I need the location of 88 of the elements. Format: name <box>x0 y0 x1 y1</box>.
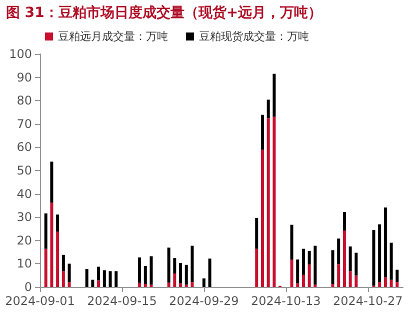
bar <box>260 114 264 150</box>
bar <box>290 260 294 287</box>
bar <box>202 278 206 287</box>
bar <box>337 238 340 264</box>
bar <box>308 264 311 287</box>
bar <box>114 271 118 287</box>
bar <box>167 248 170 283</box>
bar <box>378 282 382 287</box>
bar <box>190 282 194 287</box>
y-tick-label: 0 <box>24 280 32 294</box>
y-tick-label: 90 <box>16 70 32 84</box>
bar <box>260 150 264 287</box>
bar <box>144 266 147 284</box>
bar <box>354 275 358 287</box>
bar <box>384 277 387 287</box>
bar <box>348 246 352 272</box>
bar <box>85 269 88 287</box>
bar <box>44 213 48 249</box>
bar <box>314 246 317 285</box>
bar <box>396 270 399 282</box>
bar <box>150 256 153 285</box>
bar <box>208 258 212 287</box>
bar <box>384 208 387 278</box>
bar <box>68 282 71 287</box>
bar <box>390 242 393 280</box>
bar <box>331 250 334 284</box>
y-tick-label: 40 <box>16 186 32 201</box>
x-tick-label: 2024-10-27 <box>332 294 403 308</box>
bar <box>342 230 346 287</box>
bar <box>97 266 100 280</box>
bar <box>255 218 258 249</box>
bar <box>302 274 305 287</box>
y-tick-label: 20 <box>16 233 32 248</box>
x-tick-label: 2024-09-29 <box>169 294 239 308</box>
bar <box>378 224 382 282</box>
bar <box>62 271 65 287</box>
bar <box>272 116 276 287</box>
bar <box>342 212 346 231</box>
bar <box>44 248 48 287</box>
bar <box>337 264 340 287</box>
bar <box>266 100 270 118</box>
bar <box>296 283 300 287</box>
bar <box>68 264 71 282</box>
bar <box>348 271 352 287</box>
bar <box>50 202 54 287</box>
y-tick-label: 50 <box>16 164 32 178</box>
bar <box>108 271 112 287</box>
y-tick-label: 30 <box>16 210 32 224</box>
bar <box>308 250 311 264</box>
x-tick-label: 2024-09-15 <box>87 294 157 308</box>
legend-label: 豆粕远月成交量：万吨 <box>58 30 168 43</box>
chart-title: 图 31：豆粕市场日度成交量（现货+远月，万吨） <box>5 4 324 23</box>
y-tick-label: 100 <box>9 47 32 61</box>
bar <box>396 282 399 287</box>
legend-label: 豆粕现货成交量：万吨 <box>199 30 309 43</box>
y-tick-label: 80 <box>16 94 32 108</box>
bar <box>266 118 270 287</box>
x-tick-label: 2024-09-01 <box>5 294 75 308</box>
bar <box>354 252 358 276</box>
y-tick-label: 60 <box>16 140 32 154</box>
bar <box>173 273 176 287</box>
bar <box>56 232 60 287</box>
bar <box>167 282 170 287</box>
bar <box>138 257 142 283</box>
bar <box>50 162 54 203</box>
bar <box>173 258 176 274</box>
y-tick-label: 10 <box>16 256 32 271</box>
bar <box>91 280 94 287</box>
bar <box>102 270 106 287</box>
y-tick-label: 70 <box>16 116 32 131</box>
bar <box>372 230 376 286</box>
bar <box>190 246 194 282</box>
bar <box>255 248 258 287</box>
bar <box>302 248 305 275</box>
bar <box>390 280 393 287</box>
bar <box>138 282 142 287</box>
bar <box>62 254 65 272</box>
bar <box>56 214 60 232</box>
bar <box>272 74 276 117</box>
bar <box>184 264 188 285</box>
bar <box>179 283 182 287</box>
x-tick-label: 2024-10-13 <box>251 294 321 308</box>
bar <box>290 224 294 260</box>
bar <box>331 284 334 287</box>
bar <box>97 280 100 287</box>
bar <box>144 284 147 287</box>
bar <box>179 263 182 284</box>
bar <box>296 260 300 284</box>
